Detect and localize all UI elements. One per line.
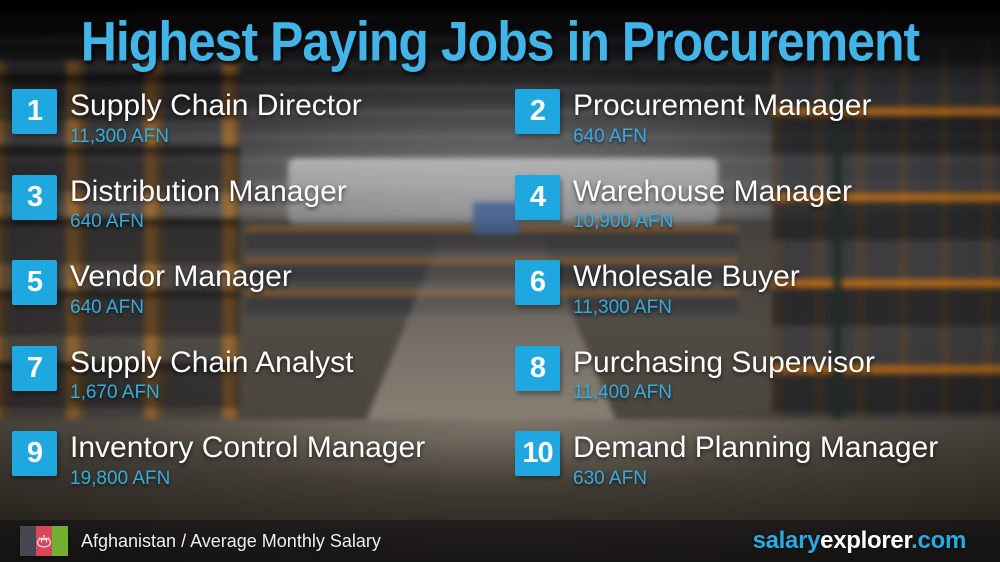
job-title: Warehouse Manager [573, 174, 853, 208]
job-salary: 11,400 AFN [573, 382, 672, 404]
flag-emblem-icon [37, 535, 51, 548]
job-title: Inventory Control Manager [70, 431, 426, 465]
rank-badge: 2 [515, 89, 560, 134]
brand-part-salary: salary [752, 527, 821, 554]
job-title: Wholesale Buyer [573, 260, 800, 294]
job-title: Demand Planning Manager [573, 431, 939, 465]
brand-part-dotcom: .com [911, 527, 966, 554]
rank-badge: 6 [515, 260, 560, 306]
job-salary: 10,900 AFN [573, 211, 674, 233]
job-title: Vendor Manager [70, 260, 292, 294]
job-title: Supply Chain Analyst [70, 345, 354, 379]
job-salary: 640 AFN [573, 125, 647, 147]
job-item-9: 9 Inventory Control Manager 19,800 AFN [12, 431, 515, 517]
rank-badge: 10 [515, 431, 560, 477]
job-item-1: 1 Supply Chain Director 11,300 AFN [12, 89, 515, 175]
job-salary: 640 AFN [70, 211, 144, 233]
rank-badge: 7 [12, 345, 57, 391]
rank-badge: 9 [12, 431, 57, 477]
jobs-list: 1 Supply Chain Director 11,300 AFN 2 Pro… [12, 89, 988, 517]
rank-badge: 4 [515, 174, 560, 220]
rank-badge: 5 [12, 260, 57, 306]
country-salary-label: Afghanistan / Average Monthly Salary [81, 530, 381, 551]
job-item-6: 6 Wholesale Buyer 11,300 AFN [515, 260, 988, 346]
job-title: Purchasing Supervisor [573, 345, 875, 379]
job-title: Supply Chain Director [70, 89, 362, 122]
rank-badge: 3 [12, 174, 57, 220]
job-salary: 640 AFN [70, 296, 144, 318]
rank-badge: 8 [515, 345, 560, 391]
job-salary: 11,300 AFN [70, 125, 169, 147]
brand-part-explorer: explorer [820, 527, 912, 554]
job-item-4: 4 Warehouse Manager 10,900 AFN [515, 174, 988, 261]
job-item-7: 7 Supply Chain Analyst 1,670 AFN [12, 345, 515, 432]
rank-badge: 1 [12, 89, 57, 134]
job-salary: 11,300 AFN [573, 296, 672, 318]
brand-wordmark: salaryexplorer.com [752, 527, 967, 555]
job-salary: 1,670 AFN [70, 382, 160, 404]
page-title: Highest Paying Jobs in Procurement [80, 10, 920, 73]
job-salary: 630 AFN [573, 467, 647, 489]
job-item-5: 5 Vendor Manager 640 AFN [12, 260, 515, 346]
job-item-10: 10 Demand Planning Manager 630 AFN [515, 431, 988, 517]
job-item-8: 8 Purchasing Supervisor 11,400 AFN [515, 345, 988, 432]
job-title: Procurement Manager [573, 89, 872, 122]
footer-bar: Afghanistan / Average Monthly Salary sal… [0, 520, 1000, 562]
job-salary: 19,800 AFN [70, 467, 171, 489]
job-item-2: 2 Procurement Manager 640 AFN [515, 89, 988, 175]
job-title: Distribution Manager [70, 174, 347, 208]
afghanistan-flag-icon [20, 526, 68, 556]
job-item-3: 3 Distribution Manager 640 AFN [12, 174, 515, 261]
